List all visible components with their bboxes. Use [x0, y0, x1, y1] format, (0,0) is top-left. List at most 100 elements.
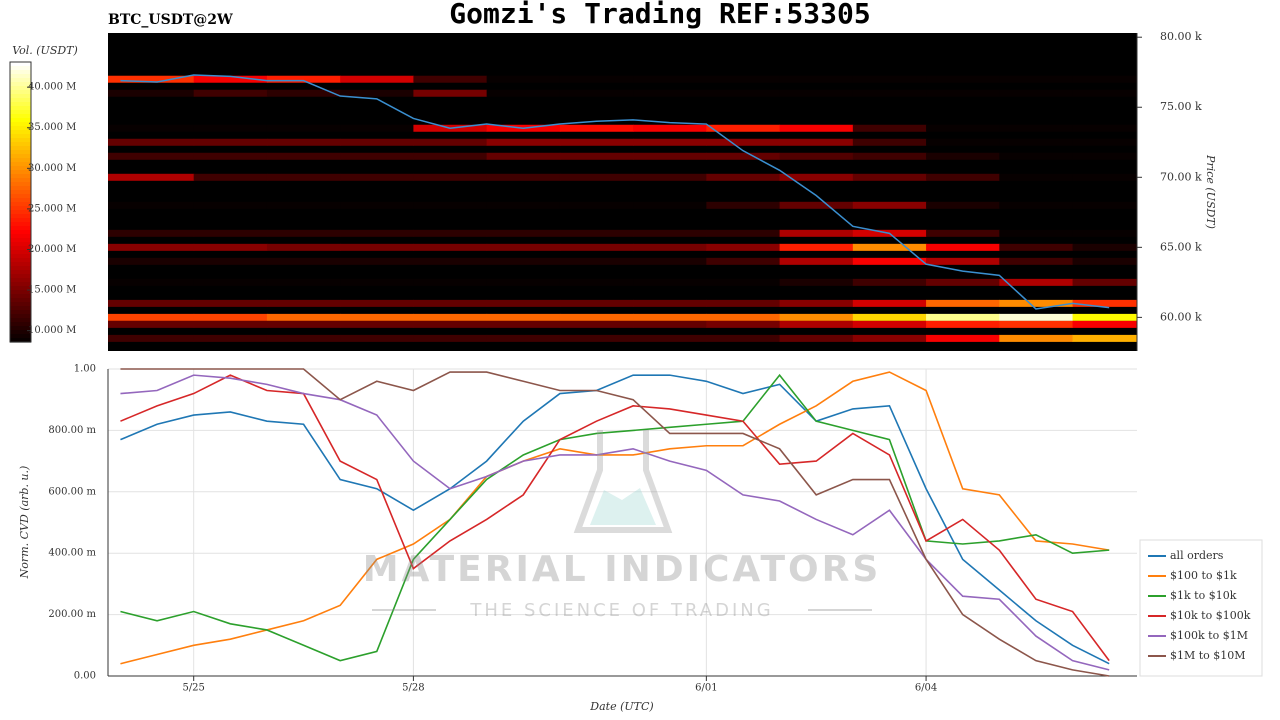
heat-cell — [486, 201, 561, 209]
heat-cell — [486, 138, 561, 146]
heat-cell — [108, 229, 195, 237]
heat-cell — [633, 313, 707, 321]
heat-cell — [340, 173, 414, 181]
heat-cell — [193, 243, 268, 251]
heat-cell — [413, 229, 488, 237]
heat-cell — [779, 313, 854, 321]
heat-cell — [108, 334, 195, 342]
heat-cell — [999, 313, 1074, 321]
heat-cell — [108, 138, 195, 146]
colorbar-swatch — [10, 266, 31, 271]
colorbar-swatch — [10, 242, 31, 247]
heat-cell — [486, 229, 561, 237]
heat-cell — [926, 173, 1000, 181]
y-tick-label: 0.00 — [74, 671, 96, 682]
heat-cell — [340, 299, 414, 307]
heat-cell — [193, 229, 268, 237]
cvd-line — [120, 374, 1110, 662]
heat-cell — [266, 257, 341, 265]
heat-cell — [1072, 278, 1138, 286]
price-line — [120, 74, 1110, 310]
colorbar-swatch — [10, 230, 31, 235]
colorbar-swatch — [10, 282, 31, 287]
heat-cell — [852, 89, 927, 97]
legend-label: $100 to $1k — [1170, 569, 1237, 582]
colorbar-swatch — [10, 294, 31, 299]
colorbar-swatch — [10, 126, 31, 131]
colorbar-swatch — [10, 70, 31, 75]
colorbar-tick-label: 20.000 M — [28, 244, 76, 255]
heat-cell — [926, 229, 1000, 237]
x-tick-label: 5/25 — [182, 683, 204, 694]
heat-cell — [852, 201, 927, 209]
heat-cell — [926, 201, 1000, 209]
heat-cell — [633, 138, 707, 146]
heat-cell — [340, 152, 414, 160]
heat-cell — [413, 152, 488, 160]
heat-cell — [486, 75, 561, 83]
heat-cell — [266, 243, 341, 251]
heat-cell — [266, 229, 341, 237]
y-tick-label: 400.00 m — [48, 548, 96, 559]
heat-cell — [999, 299, 1074, 307]
cvd-line — [120, 371, 1110, 665]
x-tick-label: 6/01 — [695, 683, 717, 694]
heat-cell — [266, 313, 341, 321]
heat-cell — [266, 89, 341, 97]
heat-cell — [559, 229, 634, 237]
heat-cell — [413, 313, 488, 321]
colorbar-swatch — [10, 202, 31, 207]
colorbar-swatch — [10, 206, 31, 211]
heat-cell — [999, 173, 1074, 181]
heat-cell — [486, 173, 561, 181]
heat-cell — [193, 320, 268, 328]
heat-cell — [193, 173, 268, 181]
heat-cell — [926, 299, 1000, 307]
heat-cell — [852, 257, 927, 265]
heat-cell — [193, 299, 268, 307]
heat-cell — [108, 75, 195, 83]
heat-cell — [999, 75, 1074, 83]
legend-label: $1k to $10k — [1170, 589, 1237, 602]
heat-cell — [413, 138, 488, 146]
colorbar-swatch — [10, 262, 31, 267]
heat-cell — [706, 243, 781, 251]
heatmap-layer: 60.00 k 65.00 k 70.00 k 75.00 k 80.00 k 10.00… — [9, 30, 1202, 351]
heat-cell — [193, 334, 268, 342]
heat-cell — [852, 138, 927, 146]
heat-cell — [108, 124, 195, 132]
y-tick-label: 75.00 k — [1160, 100, 1202, 113]
colorbar-swatch — [10, 66, 31, 71]
heat-cell — [779, 138, 854, 146]
heat-cell — [926, 257, 1000, 265]
colorbar-tick-label: 25.000 M — [28, 203, 76, 214]
heat-cell — [340, 124, 414, 132]
watermark-icon — [590, 488, 656, 525]
heat-cell — [633, 229, 707, 237]
heat-cell — [999, 334, 1074, 342]
heat-cell — [779, 124, 854, 132]
heat-cell — [486, 89, 561, 97]
heat-cell — [266, 278, 341, 286]
colorbar-swatch — [10, 246, 31, 251]
heat-cell — [108, 278, 195, 286]
cvd-line — [120, 374, 1110, 665]
heat-cell — [633, 320, 707, 328]
watermark: MATERIAL INDICATORS THE SCIENCE OF TRADI… — [363, 430, 878, 621]
heat-cell — [108, 89, 195, 97]
colorbar-swatch — [10, 270, 31, 275]
heat-cell — [108, 152, 195, 160]
heat-cell — [193, 75, 268, 83]
heat-cell — [779, 173, 854, 181]
x-tick-label: 6/04 — [915, 683, 937, 694]
colorbar-swatch — [10, 326, 31, 331]
heat-cell — [999, 89, 1074, 97]
heat-cell — [193, 257, 268, 265]
y-axis-label: Norm. CVD (arb. u.) — [18, 466, 31, 580]
heat-cell — [999, 257, 1074, 265]
page-title: Gomzi's Trading REF:53305 — [449, 0, 870, 30]
heat-cell — [559, 299, 634, 307]
heat-cell — [559, 75, 634, 83]
colorbar-swatch — [10, 154, 31, 159]
heat-cell — [108, 320, 195, 328]
